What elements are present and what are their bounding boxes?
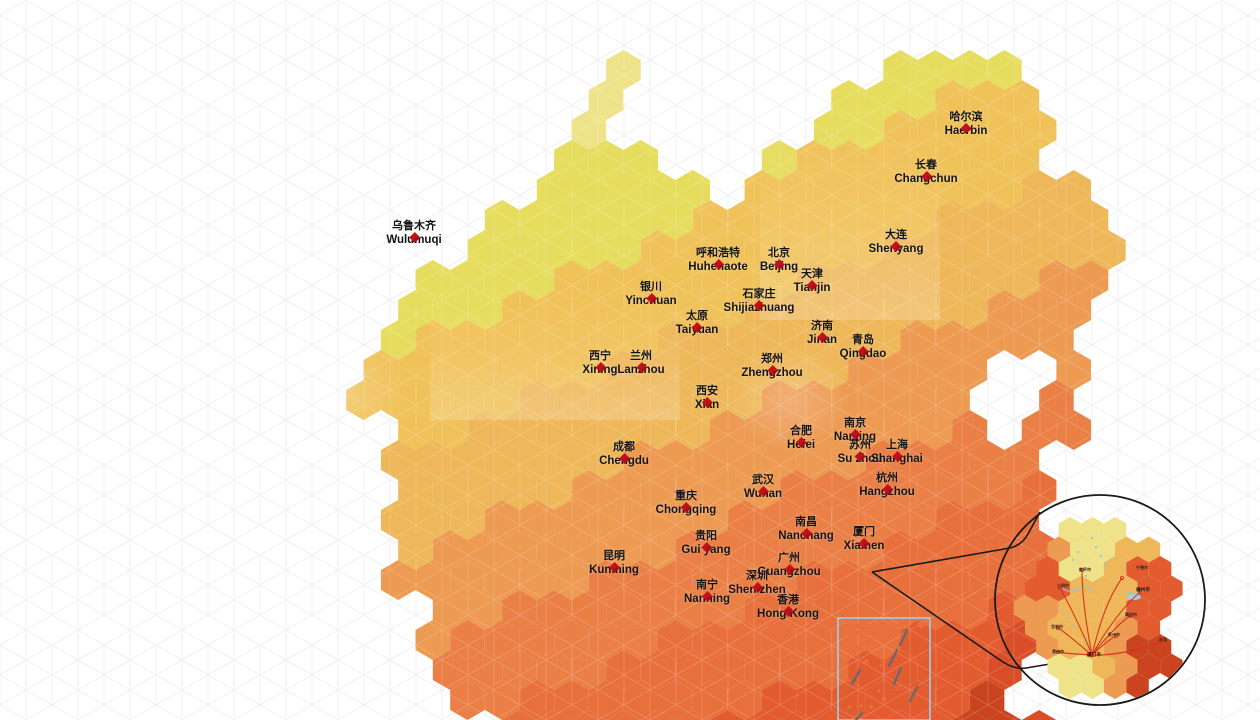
fujian-detail-tiles — [1013, 517, 1183, 699]
callout-leader-lines — [871, 511, 1051, 670]
detail-circle-outline — [994, 494, 1206, 706]
south-china-sea-inset-box — [837, 617, 931, 720]
flow-lines — [1057, 569, 1161, 656]
